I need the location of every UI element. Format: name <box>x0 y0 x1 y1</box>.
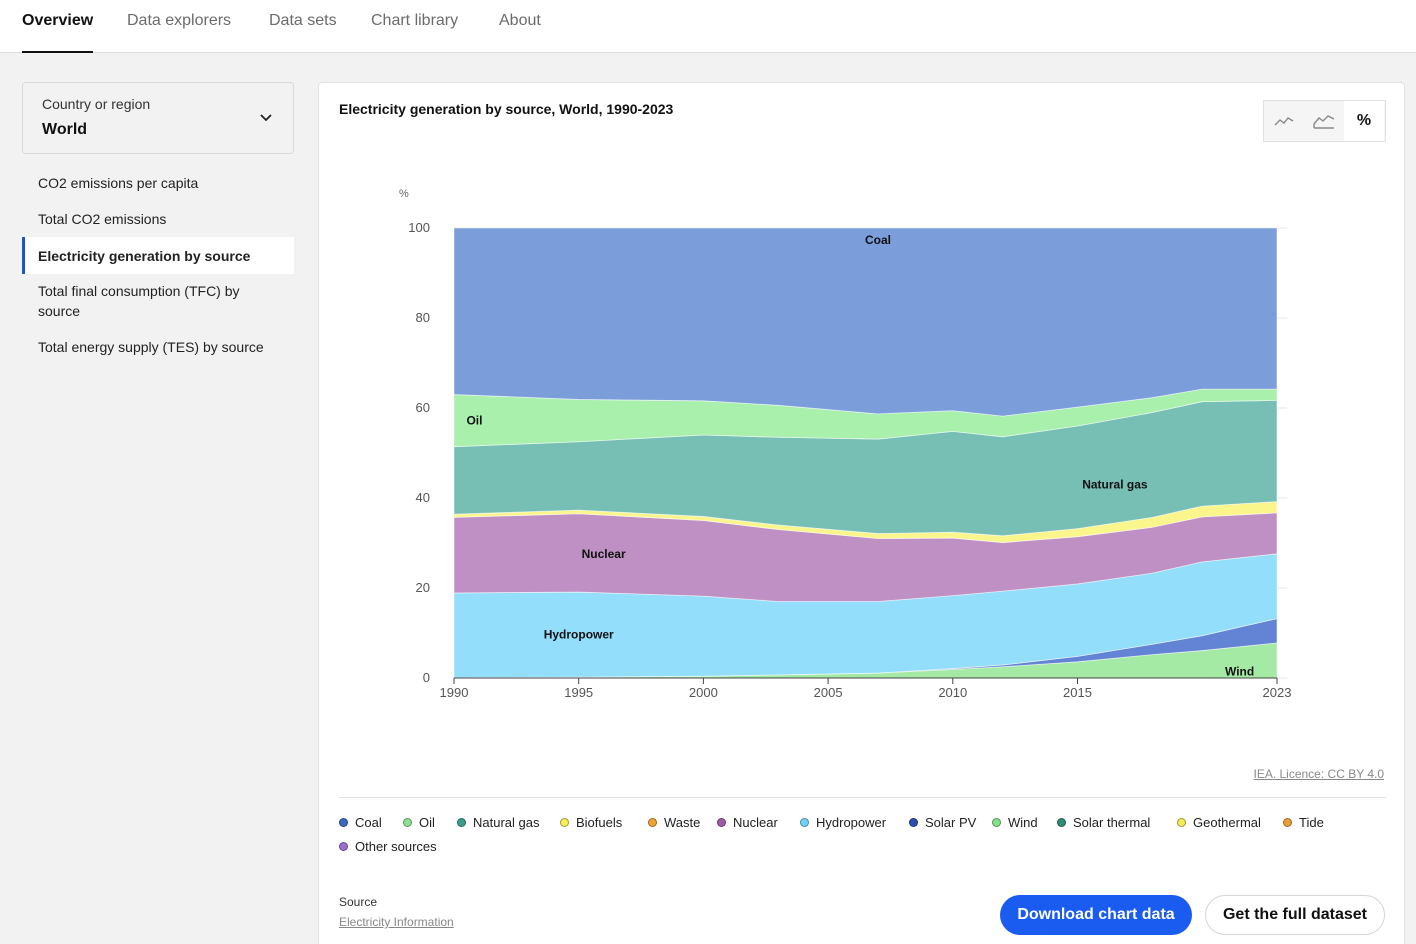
source-link[interactable]: Electricity Information <box>339 915 454 929</box>
legend-label: Biofuels <box>576 815 623 830</box>
legend-item-solar-thermal[interactable]: Solar thermal <box>1057 815 1150 830</box>
x-tick-label: 2000 <box>689 685 718 700</box>
legend-swatch <box>339 818 348 827</box>
licence-link[interactable]: IEA. Licence: CC BY 4.0 <box>1253 767 1384 781</box>
percent-toggle[interactable]: % <box>1344 101 1384 141</box>
area-label-oil: Oil <box>466 414 482 428</box>
x-tick-label: 1995 <box>564 685 593 700</box>
chart-type-toggle: % <box>1263 100 1386 142</box>
legend-label: Natural gas <box>473 815 540 830</box>
y-axis-unit: % <box>399 188 409 200</box>
legend-label: Waste <box>664 815 701 830</box>
chart-panel: Electricity generation by source, World,… <box>318 82 1405 944</box>
y-tick-label: 0 <box>423 670 430 685</box>
legend-label: Solar thermal <box>1073 815 1151 830</box>
legend-label: Tide <box>1299 815 1324 830</box>
country-region-value: World <box>42 121 88 138</box>
legend-item-tide[interactable]: Tide <box>1283 815 1324 830</box>
legend-item-biofuels[interactable]: Biofuels <box>560 815 622 830</box>
chevron-down-icon <box>260 114 272 122</box>
legend-swatch <box>1177 818 1186 827</box>
legend-swatch <box>800 818 809 827</box>
y-tick-label: 40 <box>416 490 430 505</box>
legend-label: Solar PV <box>925 815 977 830</box>
line-chart-icon <box>1274 117 1294 126</box>
x-tick-label: 2005 <box>814 685 843 700</box>
country-region-label: Country or region <box>42 96 151 112</box>
y-tick-label: 60 <box>416 400 430 415</box>
legend-swatch <box>648 818 657 827</box>
country-region-select[interactable]: Country or region World <box>22 82 294 154</box>
area-label-coal: Coal <box>865 233 891 247</box>
divider <box>339 797 1386 798</box>
legend-swatch <box>403 818 412 827</box>
y-tick-label: 20 <box>416 580 430 595</box>
legend-swatch <box>1057 818 1066 827</box>
area-label-hydropower: Hydropower <box>544 628 614 642</box>
legend-label: Other sources <box>355 839 437 854</box>
legend-swatch <box>339 842 348 851</box>
y-tick-label: 100 <box>408 220 430 235</box>
area-chart-toggle[interactable] <box>1304 101 1344 141</box>
legend-label: Oil <box>419 815 435 830</box>
legend-item-nuclear[interactable]: Nuclear <box>717 815 778 830</box>
legend-swatch <box>457 818 466 827</box>
area-label-wind: Wind <box>1225 664 1254 678</box>
area-label-natural-gas: Natural gas <box>1082 478 1148 492</box>
tab-chart-library[interactable]: Chart library <box>371 12 459 29</box>
legend-swatch <box>560 818 569 827</box>
sidebar-item-electricity-generation[interactable]: Electricity generation by source <box>22 237 294 274</box>
sidebar-item-tfc[interactable]: Total final consumption (TFC) by source <box>38 283 240 319</box>
sidebar-item-tes[interactable]: Total energy supply (TES) by source <box>38 339 264 355</box>
x-tick-label: 2023 <box>1263 685 1292 700</box>
legend-label: Wind <box>1008 815 1038 830</box>
legend-swatch <box>909 818 918 827</box>
legend-swatch <box>717 818 726 827</box>
legend-item-hydropower[interactable]: Hydropower <box>800 815 886 830</box>
legend-label: Geothermal <box>1193 815 1261 830</box>
legend-label: Coal <box>355 815 382 830</box>
legend-swatch <box>992 818 1001 827</box>
top-navigation: Overview Data explorers Data sets Chart … <box>0 0 1416 53</box>
legend-item-coal[interactable]: Coal <box>339 815 382 830</box>
area-chart-icon <box>1313 115 1335 129</box>
get-full-dataset-button[interactable]: Get the full dataset <box>1205 895 1385 935</box>
tab-data-explorers[interactable]: Data explorers <box>127 12 232 29</box>
legend-swatch <box>1283 818 1292 827</box>
legend-item-oil[interactable]: Oil <box>403 815 435 830</box>
area-coal <box>453 227 1278 417</box>
legend-label: Hydropower <box>816 815 887 830</box>
x-tick-label: 2015 <box>1063 685 1092 700</box>
source-label: Source <box>339 895 378 909</box>
stacked-area-chart: 0 20 40 60 80 100% 1990 1995 2000 2005 2010 2015 202… <box>399 188 1292 700</box>
chart-title: Electricity generation by source, World,… <box>339 101 674 117</box>
legend-item-waste[interactable]: Waste <box>648 815 700 830</box>
legend-item-geothermal[interactable]: Geothermal <box>1177 815 1261 830</box>
x-tick-label: 2010 <box>938 685 967 700</box>
tab-overview[interactable]: Overview <box>22 0 94 53</box>
tab-data-sets[interactable]: Data sets <box>269 12 337 29</box>
y-tick-label: 80 <box>416 310 430 325</box>
sidebar-item-co2-per-capita[interactable]: CO2 emissions per capita <box>38 175 199 191</box>
download-chart-data-button[interactable]: Download chart data <box>1000 895 1192 935</box>
legend-item-other-sources[interactable]: Other sources <box>339 839 437 854</box>
x-tick-label: 1990 <box>440 685 469 700</box>
legend-item-solar-pv[interactable]: Solar PV <box>909 815 976 830</box>
legend-label: Nuclear <box>733 815 778 830</box>
line-chart-toggle[interactable] <box>1264 101 1304 141</box>
legend-item-wind[interactable]: Wind <box>992 815 1038 830</box>
tab-about[interactable]: About <box>499 12 541 29</box>
legend-item-natural-gas[interactable]: Natural gas <box>457 815 539 830</box>
area-label-nuclear: Nuclear <box>582 547 626 561</box>
sidebar-item-total-co2[interactable]: Total CO2 emissions <box>38 211 167 227</box>
